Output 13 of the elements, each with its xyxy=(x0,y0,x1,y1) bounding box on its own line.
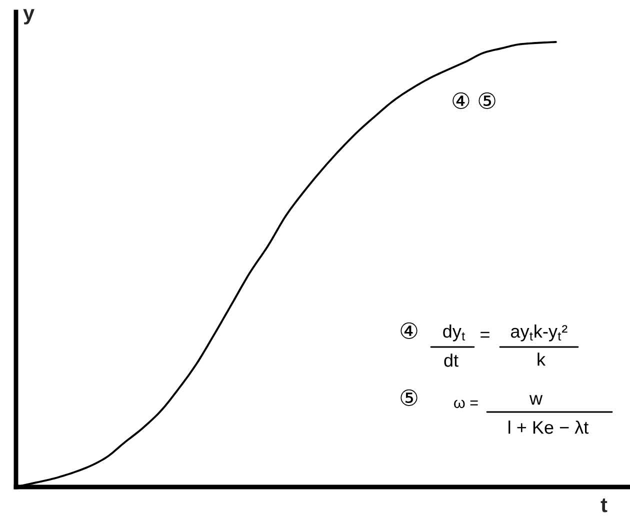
annotation: k xyxy=(538,352,546,366)
annotation: ④ xyxy=(400,322,418,339)
annotation: ⑤ xyxy=(400,389,418,406)
annotation: = xyxy=(480,332,490,338)
annotation: ④ ⑤ xyxy=(452,92,496,109)
x-axis-title: t xyxy=(600,498,608,512)
annotation: dy$_{t}$ xyxy=(443,324,466,342)
annotation: l + Ke − λt xyxy=(508,420,589,434)
annotation: ay$_{t}$k-y$_{t}$² xyxy=(510,324,568,342)
y-axis-title: y xyxy=(23,9,34,24)
annotation: ω = xyxy=(454,400,478,408)
annotation: dt xyxy=(444,354,458,367)
annotation: w xyxy=(529,395,543,405)
